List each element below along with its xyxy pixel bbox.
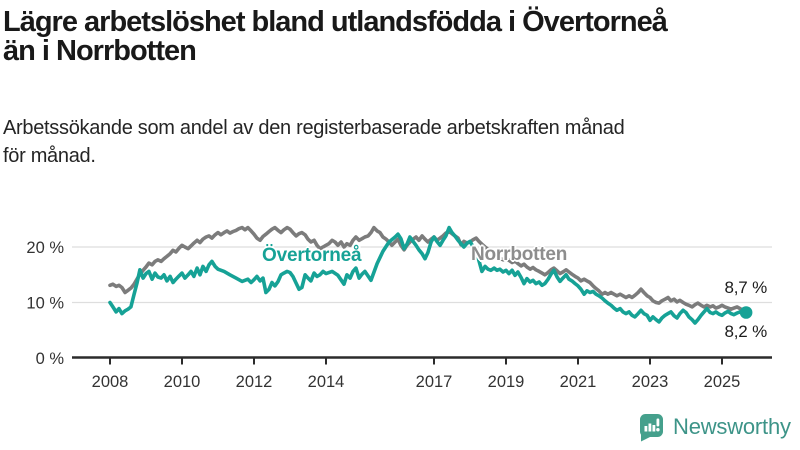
newsworthy-logo-text: Newsworthy <box>673 414 791 439</box>
x-tick-label: 2010 <box>164 373 201 391</box>
x-tick-label: 2014 <box>308 373 345 391</box>
logo-bubble <box>640 414 663 437</box>
end-value-norrbotten: 8,7 % <box>724 278 768 297</box>
y-tick-label: 10 % <box>26 295 64 313</box>
newsworthy-logo: Newsworthy <box>638 412 791 442</box>
x-tick-label: 2025 <box>704 373 741 391</box>
series-label-overtornea: Övertorneå <box>262 245 362 266</box>
x-tick-label: 2017 <box>416 373 453 391</box>
subtitle-line-1: Arbetssökande som andel av den registerb… <box>3 117 625 139</box>
title-line-2: än i Norrbotten <box>3 35 197 67</box>
chart-subtitle: Arbetssökande som andel av den registerb… <box>3 114 625 170</box>
y-tick-label: 20 % <box>26 239 64 257</box>
title-line-1: Lägre arbetslöshet bland utlandsfödda i … <box>3 6 668 38</box>
x-tick-label: 2008 <box>92 373 129 391</box>
newsworthy-logo-icon <box>640 414 663 442</box>
logo-bubble-tail <box>641 433 651 442</box>
x-tick-label: 2023 <box>632 373 669 391</box>
series-label-norrbotten: Norrbotten <box>471 244 568 265</box>
x-tick-label: 2021 <box>560 373 597 391</box>
series-line-overtornea <box>108 225 748 325</box>
subtitle-line-2: för månad. <box>3 145 96 167</box>
page-title: Lägre arbetslöshet bland utlandsfödda i … <box>3 6 668 67</box>
y-tick-label: 0 % <box>36 350 65 368</box>
series-line-norrbotten <box>108 225 748 313</box>
end-dot-overtornea <box>739 306 753 319</box>
logo-bars-icon <box>644 418 660 432</box>
x-tick-label: 2019 <box>488 373 525 391</box>
end-value-overtornea: 8,2 % <box>724 322 768 341</box>
x-tick-label: 2012 <box>236 373 273 391</box>
